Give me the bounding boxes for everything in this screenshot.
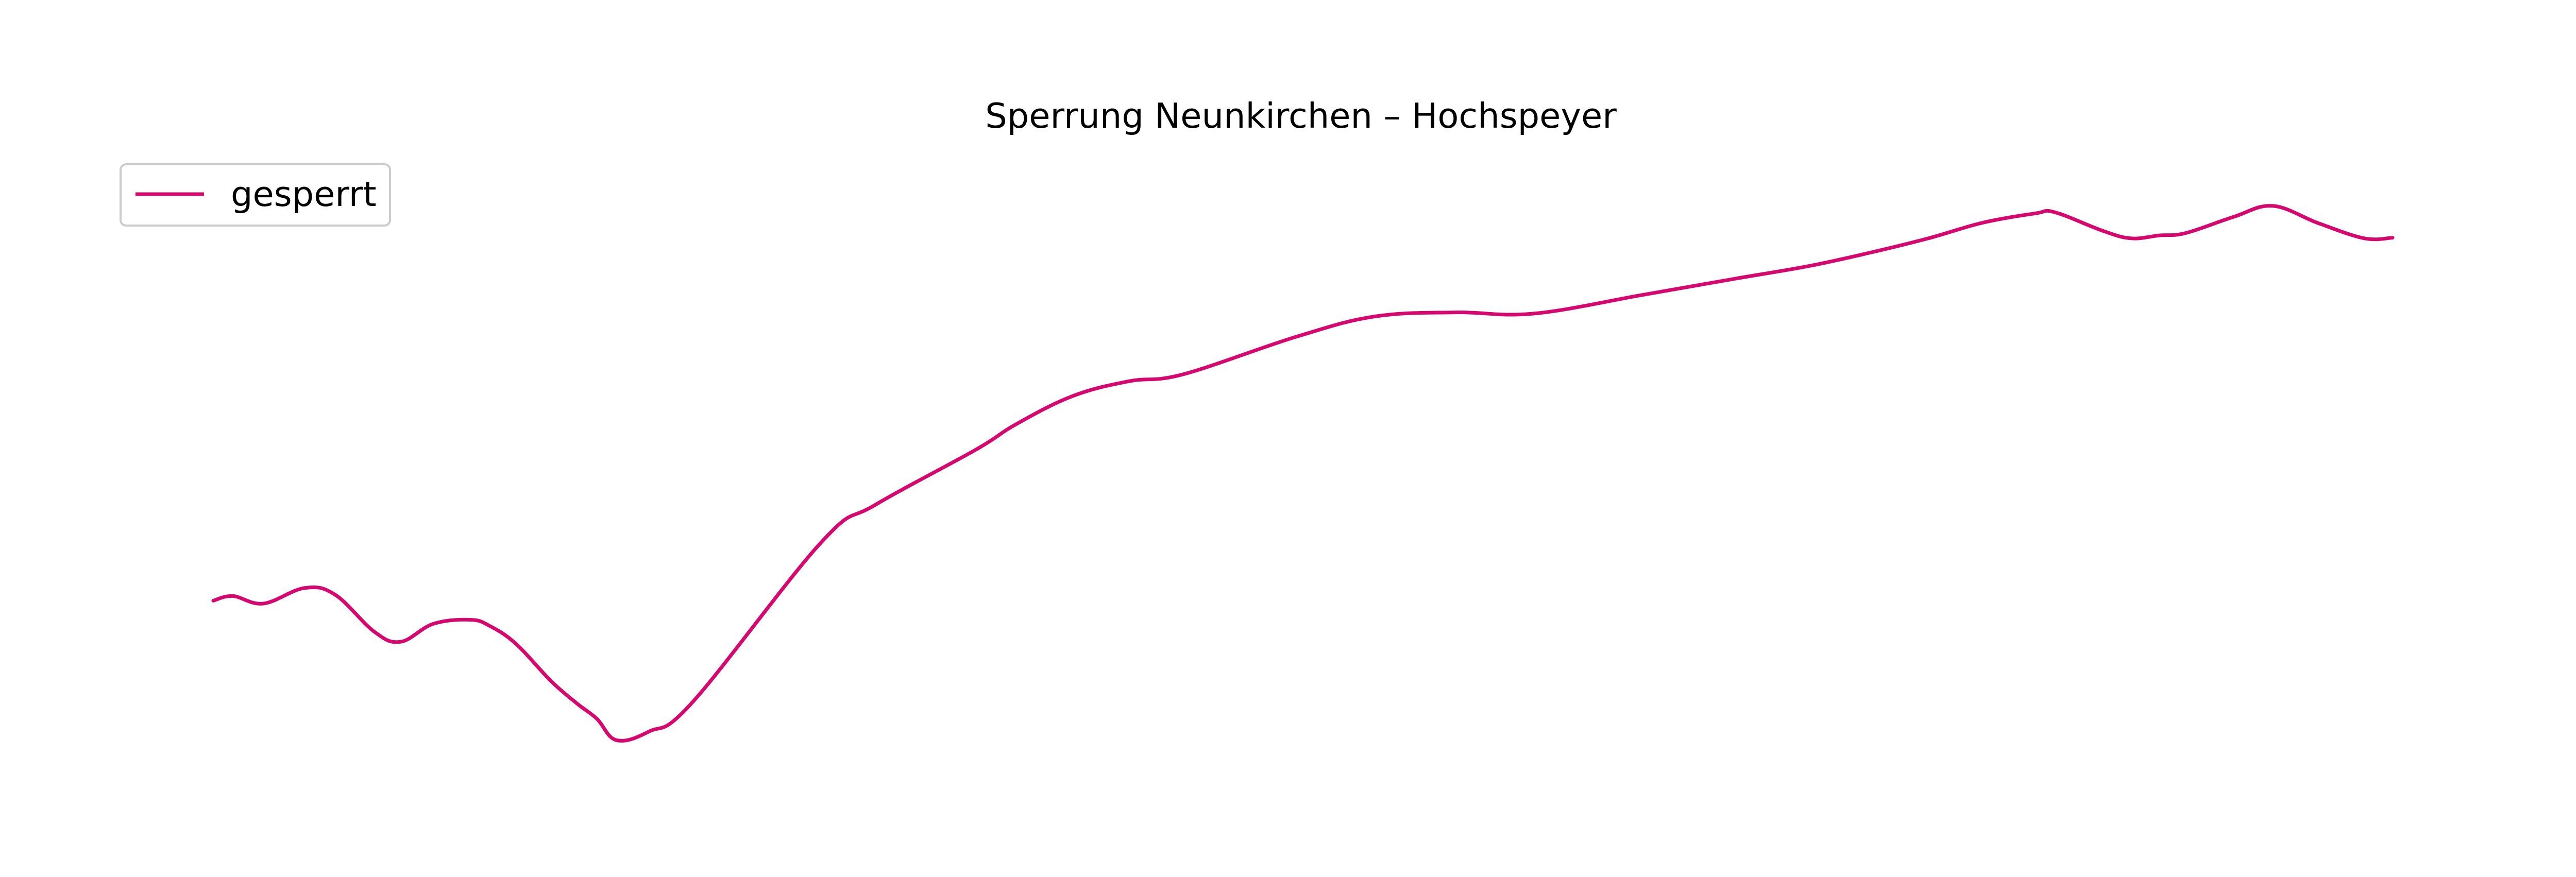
legend-frame	[120, 163, 391, 227]
legend-label: gesperrt	[231, 174, 377, 214]
closed-route-line	[211, 204, 2395, 743]
map-title: Sperrung Neunkirchen – Hochspeyer	[985, 96, 1617, 136]
legend: gesperrt	[120, 163, 391, 227]
